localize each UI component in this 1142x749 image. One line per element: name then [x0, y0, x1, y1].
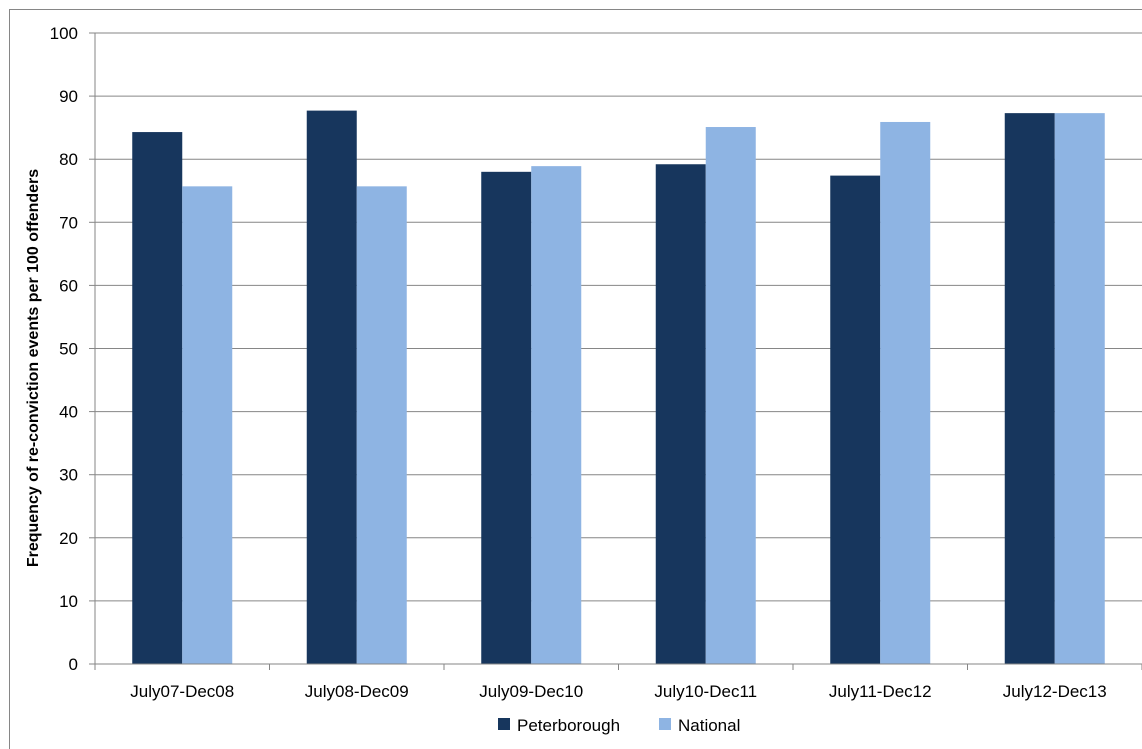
bar-national — [356, 186, 407, 664]
x-tick-label: July12-Dec13 — [1003, 682, 1107, 701]
y-tick-label: 60 — [59, 276, 78, 295]
bar-national — [531, 166, 582, 665]
legend-swatch-peterborough — [498, 718, 510, 730]
y-tick-label: 70 — [59, 213, 78, 232]
bar-peterborough — [655, 164, 706, 665]
y-tick-label: 20 — [59, 529, 78, 548]
x-axis-ticks: July07-Dec08 July08-Dec09 July09-Dec10 July… — [94, 664, 1142, 701]
y-tick-label: 100 — [50, 24, 78, 43]
y-tick-label: 90 — [59, 87, 78, 106]
x-tick-label: July09-Dec10 — [479, 682, 583, 701]
bar-peterborough — [306, 110, 357, 665]
legend-label-peterborough: Peterborough — [517, 716, 620, 735]
y-tick-label: 40 — [59, 403, 78, 422]
bar-national — [880, 121, 931, 664]
bar-peterborough — [1004, 113, 1055, 664]
y-tick-label: 0 — [69, 655, 78, 674]
bar-national — [1054, 113, 1105, 664]
bar-peterborough — [132, 132, 183, 664]
y-tick-label: 50 — [59, 340, 78, 359]
legend-label-national: National — [678, 716, 740, 735]
bar-national — [705, 127, 756, 665]
bar-national — [182, 186, 233, 664]
y-tick-label: 30 — [59, 466, 78, 485]
legend-swatch-national — [659, 718, 671, 730]
bars — [132, 110, 1105, 665]
y-axis-ticks: 0 10 20 30 40 50 60 70 80 90 100 — [50, 24, 95, 674]
y-axis-label: Frequency of re-conviction events per 10… — [25, 169, 42, 567]
bar-peterborough — [830, 175, 881, 664]
x-tick-label: July07-Dec08 — [130, 682, 234, 701]
x-tick-label: July08-Dec09 — [305, 682, 409, 701]
gridlines — [95, 32, 1142, 602]
bar-peterborough — [481, 171, 532, 664]
x-tick-label: July11-Dec12 — [829, 682, 932, 701]
y-tick-label: 80 — [59, 150, 78, 169]
y-tick-label: 10 — [59, 592, 78, 611]
legend: Peterborough National — [498, 716, 740, 735]
x-tick-label: July10-Dec11 — [654, 682, 757, 701]
